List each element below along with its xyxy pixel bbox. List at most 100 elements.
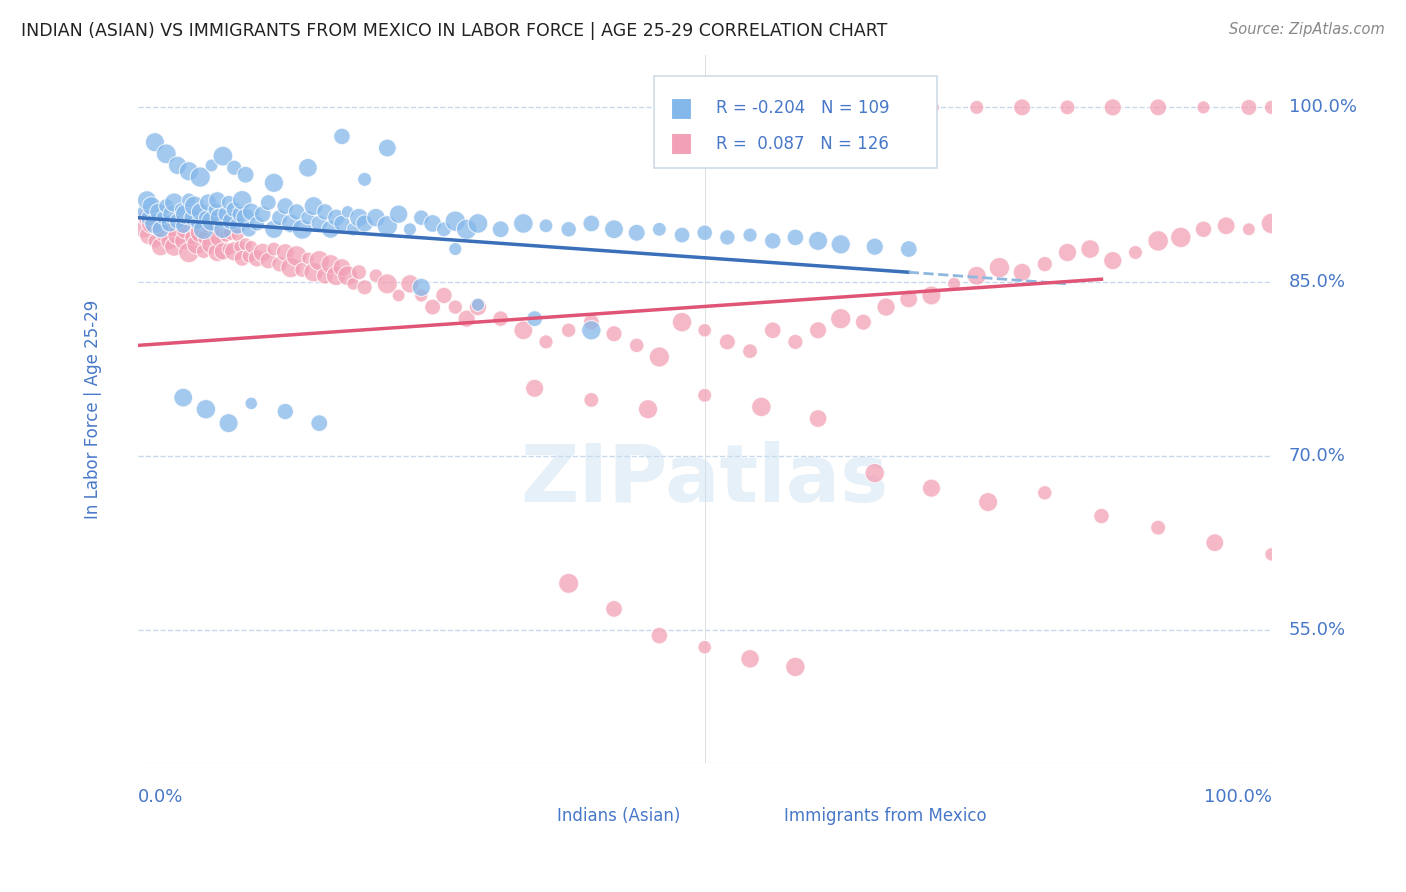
Point xyxy=(581,392,603,407)
Point xyxy=(534,334,557,349)
Bar xyxy=(671,97,692,119)
Point xyxy=(183,199,205,213)
Point xyxy=(319,222,342,236)
Point xyxy=(716,334,738,349)
Point xyxy=(197,195,219,210)
Point xyxy=(489,222,512,236)
Point xyxy=(342,277,364,291)
Text: 70.0%: 70.0% xyxy=(1288,447,1346,465)
Point xyxy=(181,211,204,225)
Point xyxy=(738,652,761,666)
Point xyxy=(1125,245,1147,260)
Point xyxy=(785,334,807,349)
Point xyxy=(375,219,398,233)
Point xyxy=(444,242,467,256)
Point xyxy=(235,168,257,182)
Point xyxy=(188,169,211,184)
Point xyxy=(785,660,807,674)
Point xyxy=(181,230,204,244)
Point xyxy=(224,244,246,259)
Point xyxy=(177,164,200,178)
Point xyxy=(603,326,626,341)
Point xyxy=(177,194,200,208)
Point xyxy=(966,268,988,283)
Point xyxy=(215,207,238,221)
Point xyxy=(159,217,181,231)
Point xyxy=(197,217,219,231)
Point xyxy=(308,416,330,430)
Point xyxy=(183,219,205,233)
Point xyxy=(863,240,886,254)
Point xyxy=(671,315,693,329)
Point xyxy=(155,217,177,231)
Point xyxy=(224,161,246,175)
Point xyxy=(1147,521,1170,535)
Point xyxy=(353,172,375,186)
Point xyxy=(231,252,253,266)
Point xyxy=(648,222,671,236)
Point xyxy=(218,242,240,256)
Point xyxy=(172,234,194,248)
Point xyxy=(229,207,252,221)
Point xyxy=(581,217,603,231)
Point xyxy=(581,323,603,337)
Point xyxy=(716,230,738,244)
Point xyxy=(411,280,433,294)
Point xyxy=(188,226,211,240)
Point xyxy=(1170,230,1192,244)
Point xyxy=(263,242,285,256)
Point xyxy=(252,207,274,221)
Point xyxy=(291,222,314,236)
Point xyxy=(308,253,330,268)
Point xyxy=(1192,222,1215,236)
Point xyxy=(319,257,342,271)
Point xyxy=(920,100,942,114)
Point xyxy=(226,219,249,233)
Text: Immigrants from Mexico: Immigrants from Mexico xyxy=(785,807,987,825)
Point xyxy=(523,311,546,326)
Point xyxy=(163,240,186,254)
Point xyxy=(693,640,716,655)
Point xyxy=(229,240,252,254)
Point xyxy=(166,228,188,243)
Point xyxy=(136,194,159,208)
Point xyxy=(626,338,648,352)
Point xyxy=(212,244,235,259)
Point xyxy=(603,222,626,236)
Point xyxy=(269,211,291,225)
Point xyxy=(207,194,229,208)
Point xyxy=(188,205,211,219)
Point xyxy=(1260,547,1282,561)
Text: In Labor Force | Age 25-29: In Labor Force | Age 25-29 xyxy=(83,300,101,519)
Point xyxy=(671,228,693,243)
Point xyxy=(194,230,217,244)
Point xyxy=(186,217,208,231)
Point xyxy=(943,277,966,291)
Point xyxy=(177,245,200,260)
Point xyxy=(489,311,512,326)
Point xyxy=(166,158,188,172)
Point xyxy=(263,176,285,190)
Point xyxy=(252,245,274,260)
Point xyxy=(738,344,761,359)
Point xyxy=(347,211,370,225)
Point xyxy=(433,222,456,236)
Point xyxy=(648,629,671,643)
Point xyxy=(219,226,242,240)
Point xyxy=(143,234,166,248)
Point xyxy=(1192,100,1215,114)
Point xyxy=(207,245,229,260)
Point xyxy=(422,217,444,231)
Point xyxy=(1147,100,1170,114)
Point xyxy=(314,268,336,283)
Point xyxy=(637,402,659,417)
Point xyxy=(693,323,716,337)
Point xyxy=(364,268,387,283)
Point xyxy=(240,396,263,410)
Point xyxy=(132,205,155,219)
Point xyxy=(388,207,411,221)
Point xyxy=(830,311,852,326)
Point xyxy=(240,240,263,254)
Point xyxy=(626,226,648,240)
Point xyxy=(291,263,314,277)
